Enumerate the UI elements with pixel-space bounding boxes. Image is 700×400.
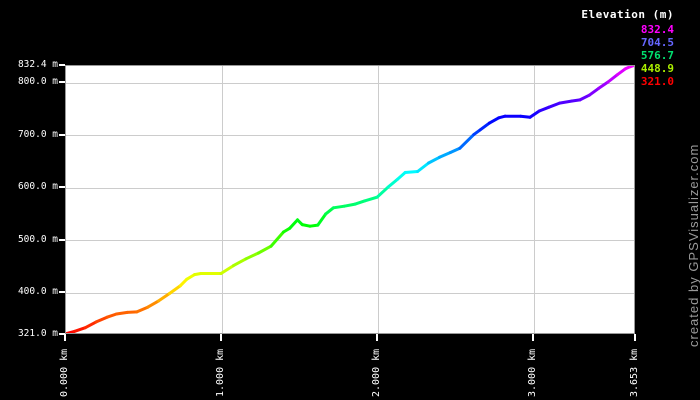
- curve-segment: [342, 202, 357, 208]
- y-axis-label: 500.0 m: [17, 233, 58, 245]
- x-axis-label: 1.000 km: [215, 348, 227, 397]
- curve-segment: [157, 292, 171, 303]
- legend-entries: 832.4 704.5 576.7 448.9 321.0: [581, 23, 674, 88]
- curve-segment: [363, 195, 379, 203]
- curve-segment: [135, 305, 150, 314]
- curve-segment: [105, 312, 118, 319]
- curve-segment: [232, 257, 248, 268]
- curve-segment: [615, 67, 627, 77]
- watermark: created by GPSVisualizer.com: [686, 143, 700, 347]
- curve-segment: [316, 212, 328, 227]
- curve-segment: [331, 204, 346, 210]
- elevation-curve: [66, 66, 634, 333]
- gridline-horizontal: [66, 135, 634, 136]
- curve-segment: [395, 171, 407, 181]
- x-axis-tick: [220, 334, 223, 341]
- curve-segment: [478, 121, 491, 132]
- x-axis-label: 2.000 km: [371, 348, 383, 397]
- legend-title: Elevation (m): [581, 8, 674, 21]
- legend-value: 448.9: [640, 62, 674, 75]
- curve-segment: [185, 273, 196, 281]
- curve-segment: [386, 177, 399, 189]
- curve-segment: [269, 230, 285, 248]
- gridline-horizontal: [66, 293, 634, 294]
- gridline-horizontal: [66, 188, 634, 189]
- curve-segment: [597, 80, 610, 90]
- curve-segment: [578, 93, 591, 102]
- curve-segment: [375, 185, 390, 199]
- x-axis-tick: [64, 334, 66, 341]
- curve-segment: [416, 161, 431, 173]
- curve-segment: [244, 251, 260, 261]
- curve-segment: [257, 244, 273, 255]
- legend-value: 832.4: [640, 23, 674, 36]
- gridline-horizontal: [66, 240, 634, 241]
- curve-segment: [125, 310, 139, 314]
- curve-segment: [587, 86, 601, 97]
- curve-segment: [427, 155, 441, 165]
- x-axis-label: 0.000 km: [59, 348, 70, 397]
- curve-segment: [72, 326, 87, 333]
- y-axis-label: 321.0 m: [17, 328, 58, 339]
- gridline-vertical: [378, 66, 379, 333]
- curve-segment: [558, 99, 574, 105]
- curve-segment: [528, 109, 541, 119]
- curve-segment: [66, 329, 76, 333]
- curve-segment: [487, 116, 501, 125]
- x-axis-tick: [376, 334, 379, 341]
- curve-segment: [606, 73, 619, 84]
- curve-segment: [537, 105, 551, 113]
- curve-segment: [324, 206, 335, 216]
- y-axis-label: 600.0 m: [17, 181, 58, 193]
- plot-area: [65, 65, 635, 334]
- y-axis-label: 800.0 m: [17, 76, 58, 88]
- curve-segment: [219, 264, 235, 275]
- y-axis-label: 700.0 m: [17, 128, 58, 140]
- curve-segment: [628, 66, 634, 69]
- legend-value: 704.5: [640, 36, 674, 49]
- curve-segment: [519, 114, 532, 119]
- curve-segment: [458, 133, 476, 150]
- legend: Elevation (m) 832.4 704.5 576.7 448.9 321.0: [581, 8, 674, 88]
- legend-value: 321.0: [640, 75, 674, 88]
- curve-segment: [448, 146, 462, 154]
- curve-segment: [168, 284, 182, 295]
- x-axis-tick: [634, 334, 636, 341]
- y-axis-label: 832.4 m: [17, 59, 58, 70]
- legend-value: 576.7: [640, 49, 674, 62]
- x-axis-label: 3.653 km: [629, 348, 640, 397]
- gridline-vertical: [222, 66, 223, 333]
- curve-segment: [288, 218, 299, 230]
- gridline-horizontal: [66, 83, 634, 84]
- curve-segment: [547, 101, 562, 109]
- x-axis-label: 3.000 km: [527, 348, 539, 397]
- curve-segment: [115, 310, 129, 316]
- x-axis-tick: [532, 334, 535, 341]
- curve-segment: [403, 170, 420, 174]
- curve-segment: [353, 199, 367, 206]
- gridline-vertical: [534, 66, 535, 333]
- curve-segment: [83, 320, 98, 330]
- curve-segment: [94, 315, 109, 324]
- curve-segment: [146, 299, 161, 309]
- curve-segment: [438, 151, 452, 159]
- y-axis-label: 400.0 m: [17, 286, 58, 298]
